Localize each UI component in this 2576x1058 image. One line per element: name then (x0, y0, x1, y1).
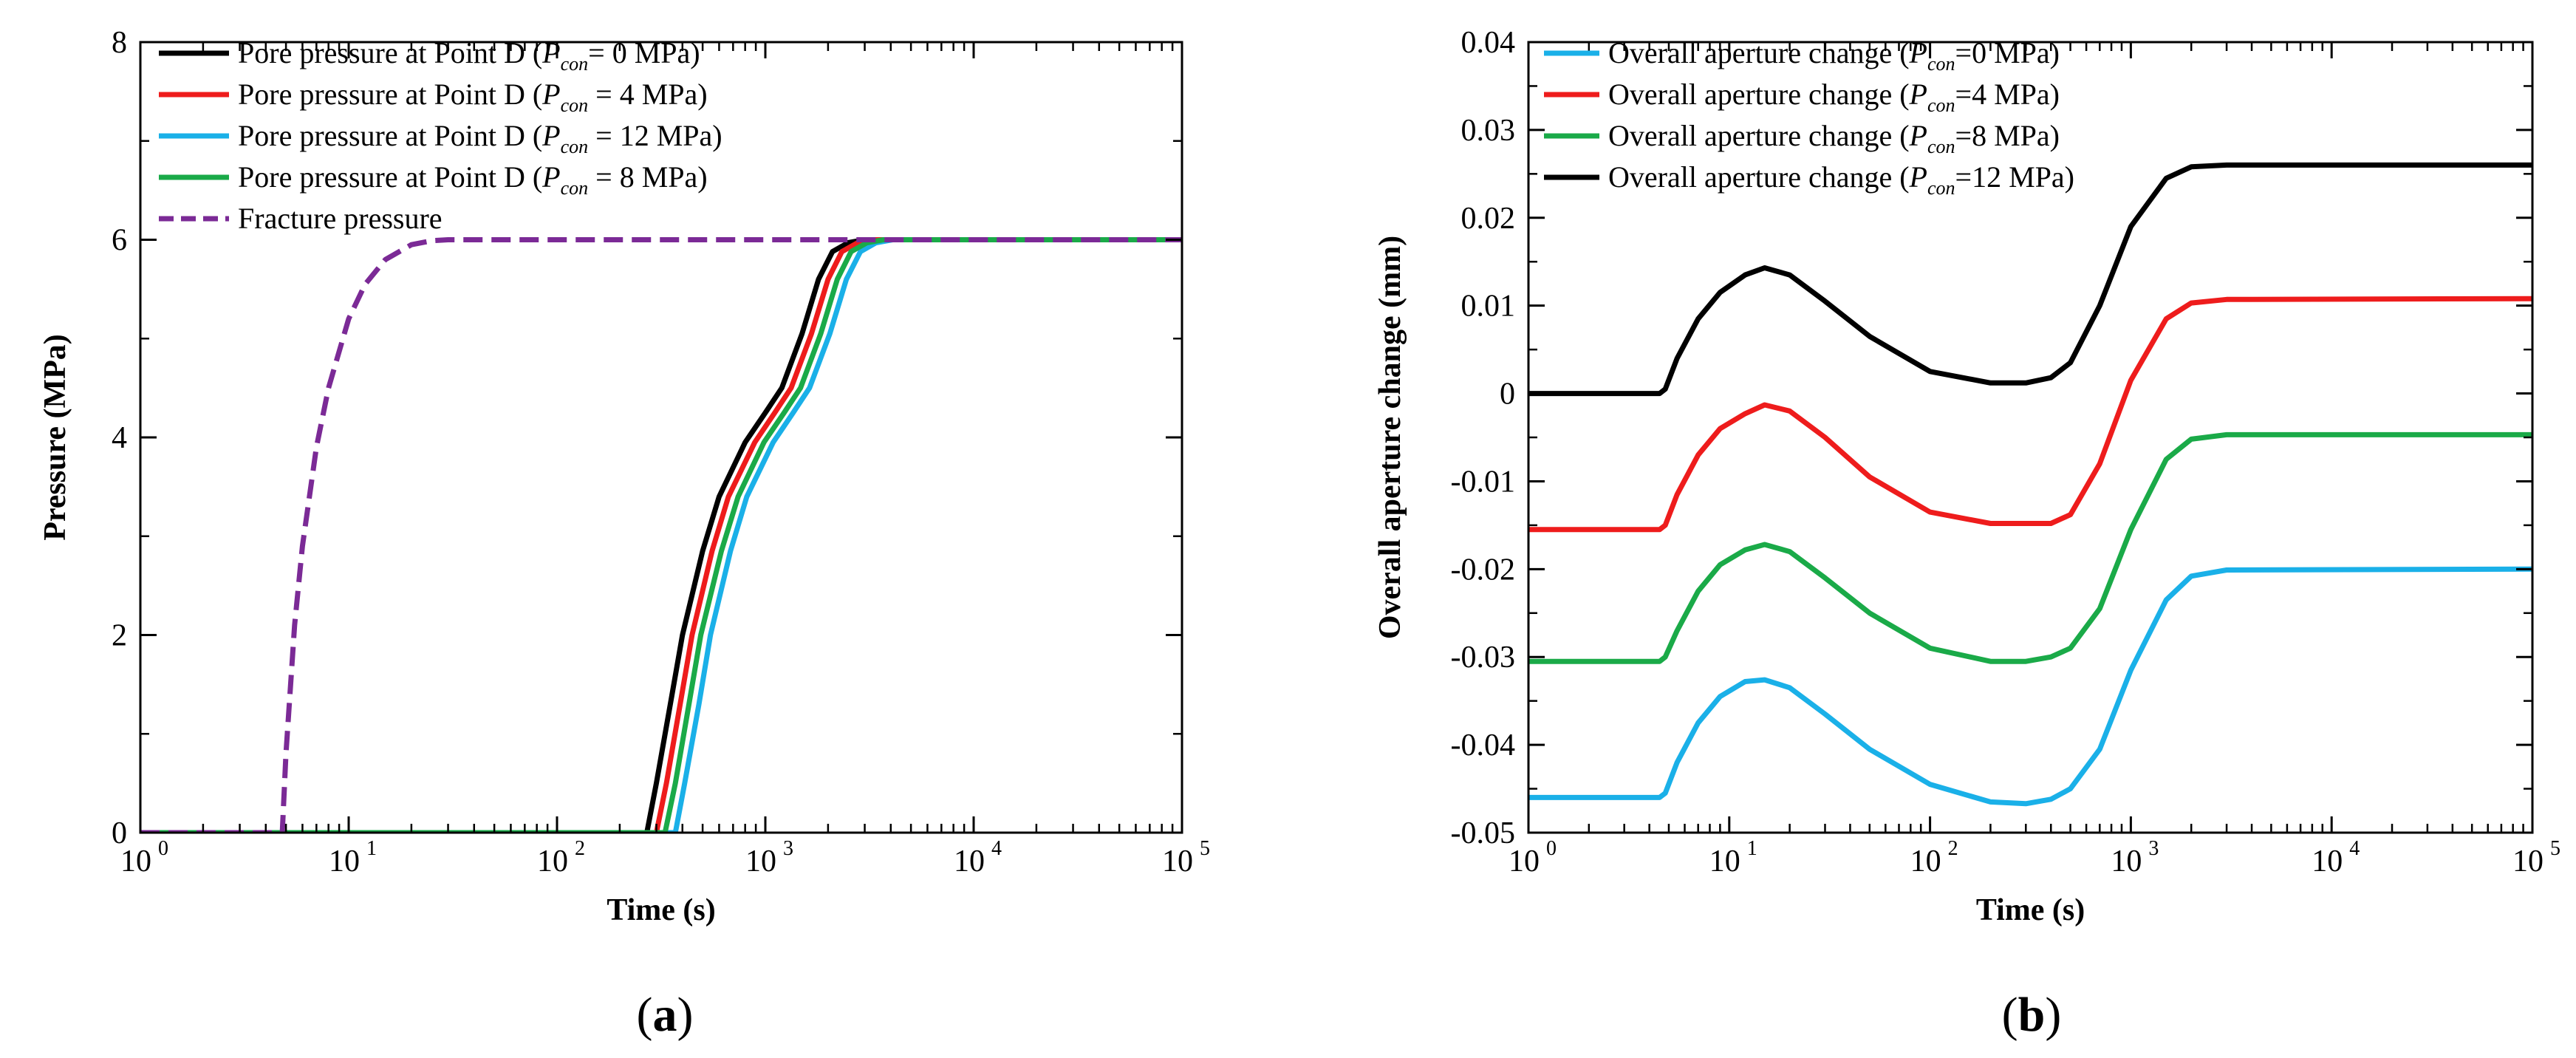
x-tick-label: 10 (120, 844, 151, 878)
x-tick-label: 10 (329, 844, 360, 878)
y-tick-label: 8 (112, 26, 127, 60)
legend-entry: Overall aperture change (Pcon=8 MPa) (1608, 119, 2060, 157)
legend-entry: Overall aperture change (Pcon=12 MPa) (1608, 160, 2074, 199)
x-tick-label: 10 (745, 844, 776, 878)
legend-entry: Pore pressure at Point D (Pcon = 8 MPa) (238, 160, 708, 199)
y-tick-label: -0.03 (1451, 641, 1516, 675)
y-tick-label: 0 (112, 816, 127, 850)
y-axis-label: Overall aperture change (mm) (1373, 236, 1407, 639)
x-tick-label-exponent: 5 (1200, 837, 1210, 860)
x-tick-label-exponent: 3 (783, 837, 793, 860)
chart-panel-b: 10 0 10 1 10 2 10 3 10 4 10 5 -0.05 -0.04 -0.03 -0.02 -0… (1373, 26, 2560, 927)
legend-entry: Overall aperture change (Pcon=0 MPa) (1608, 36, 2060, 75)
series-line-1 (140, 237, 1182, 833)
x-tick-label: 10 (1509, 844, 1540, 878)
y-axis-label: Pressure (MPa) (38, 334, 72, 541)
panel-label: (a) (637, 988, 694, 1042)
legend-entry: Fracture pressure (238, 202, 443, 235)
y-tick-label: 2 (112, 619, 127, 653)
x-axis-label: Time (s) (1976, 893, 2085, 927)
x-tick-label: 10 (2111, 844, 2142, 878)
y-tick-label: -0.05 (1451, 816, 1516, 850)
x-tick-label-exponent: 0 (158, 837, 168, 860)
x-tick-label-exponent: 4 (991, 837, 1002, 860)
x-tick-label-exponent: 2 (1948, 837, 1958, 860)
x-tick-label: 10 (2312, 844, 2343, 878)
series-line-1 (1528, 566, 2532, 807)
legend-entry: Overall aperture change (Pcon=4 MPa) (1608, 78, 2060, 116)
y-tick-label: 0.03 (1461, 114, 1516, 148)
legend-entry: Pore pressure at Point D (Pcon = 12 MPa) (238, 119, 722, 157)
legend-entry: Pore pressure at Point D (Pcon= 0 MPa) (238, 36, 700, 75)
y-tick-label: 0.04 (1461, 26, 1516, 60)
x-tick-label: 10 (2512, 844, 2543, 878)
y-tick-label: 0.02 (1461, 202, 1516, 236)
series-line-5 (140, 237, 1182, 833)
x-tick-label-exponent: 4 (2349, 837, 2360, 860)
y-tick-label: 4 (112, 421, 127, 455)
panel-label: (b) (2002, 988, 2062, 1042)
y-tick-label: 0 (1500, 378, 1515, 412)
x-tick-label: 10 (954, 844, 985, 878)
legend: Pore pressure at Point D (Pcon= 0 MPa)Po… (159, 36, 722, 235)
y-tick-label: -0.02 (1451, 553, 1516, 587)
x-tick-label-exponent: 1 (366, 837, 377, 860)
legend: Overall aperture change (Pcon=0 MPa)Over… (1544, 36, 2074, 199)
x-tick-label: 10 (1910, 844, 1941, 878)
x-tick-label-exponent: 5 (2550, 837, 2560, 860)
y-tick-label: 6 (112, 224, 127, 258)
series-line-2 (1528, 296, 2532, 533)
x-tick-label-exponent: 2 (575, 837, 585, 860)
y-tick-label: -0.01 (1451, 465, 1516, 499)
x-tick-label-exponent: 0 (1546, 837, 1557, 860)
x-axis-label: Time (s) (607, 893, 715, 927)
x-tick-label-exponent: 1 (1747, 837, 1757, 860)
x-tick-label: 10 (537, 844, 568, 878)
y-tick-label: 0.01 (1461, 290, 1516, 324)
x-tick-label: 10 (1709, 844, 1740, 878)
x-tick-label: 10 (1162, 844, 1193, 878)
x-tick-label-exponent: 3 (2148, 837, 2159, 860)
series-line-4 (1528, 162, 2532, 397)
y-tick-label: -0.04 (1451, 728, 1516, 762)
legend-entry: Pore pressure at Point D (Pcon = 4 MPa) (238, 78, 708, 116)
series-line-3 (1528, 431, 2532, 664)
